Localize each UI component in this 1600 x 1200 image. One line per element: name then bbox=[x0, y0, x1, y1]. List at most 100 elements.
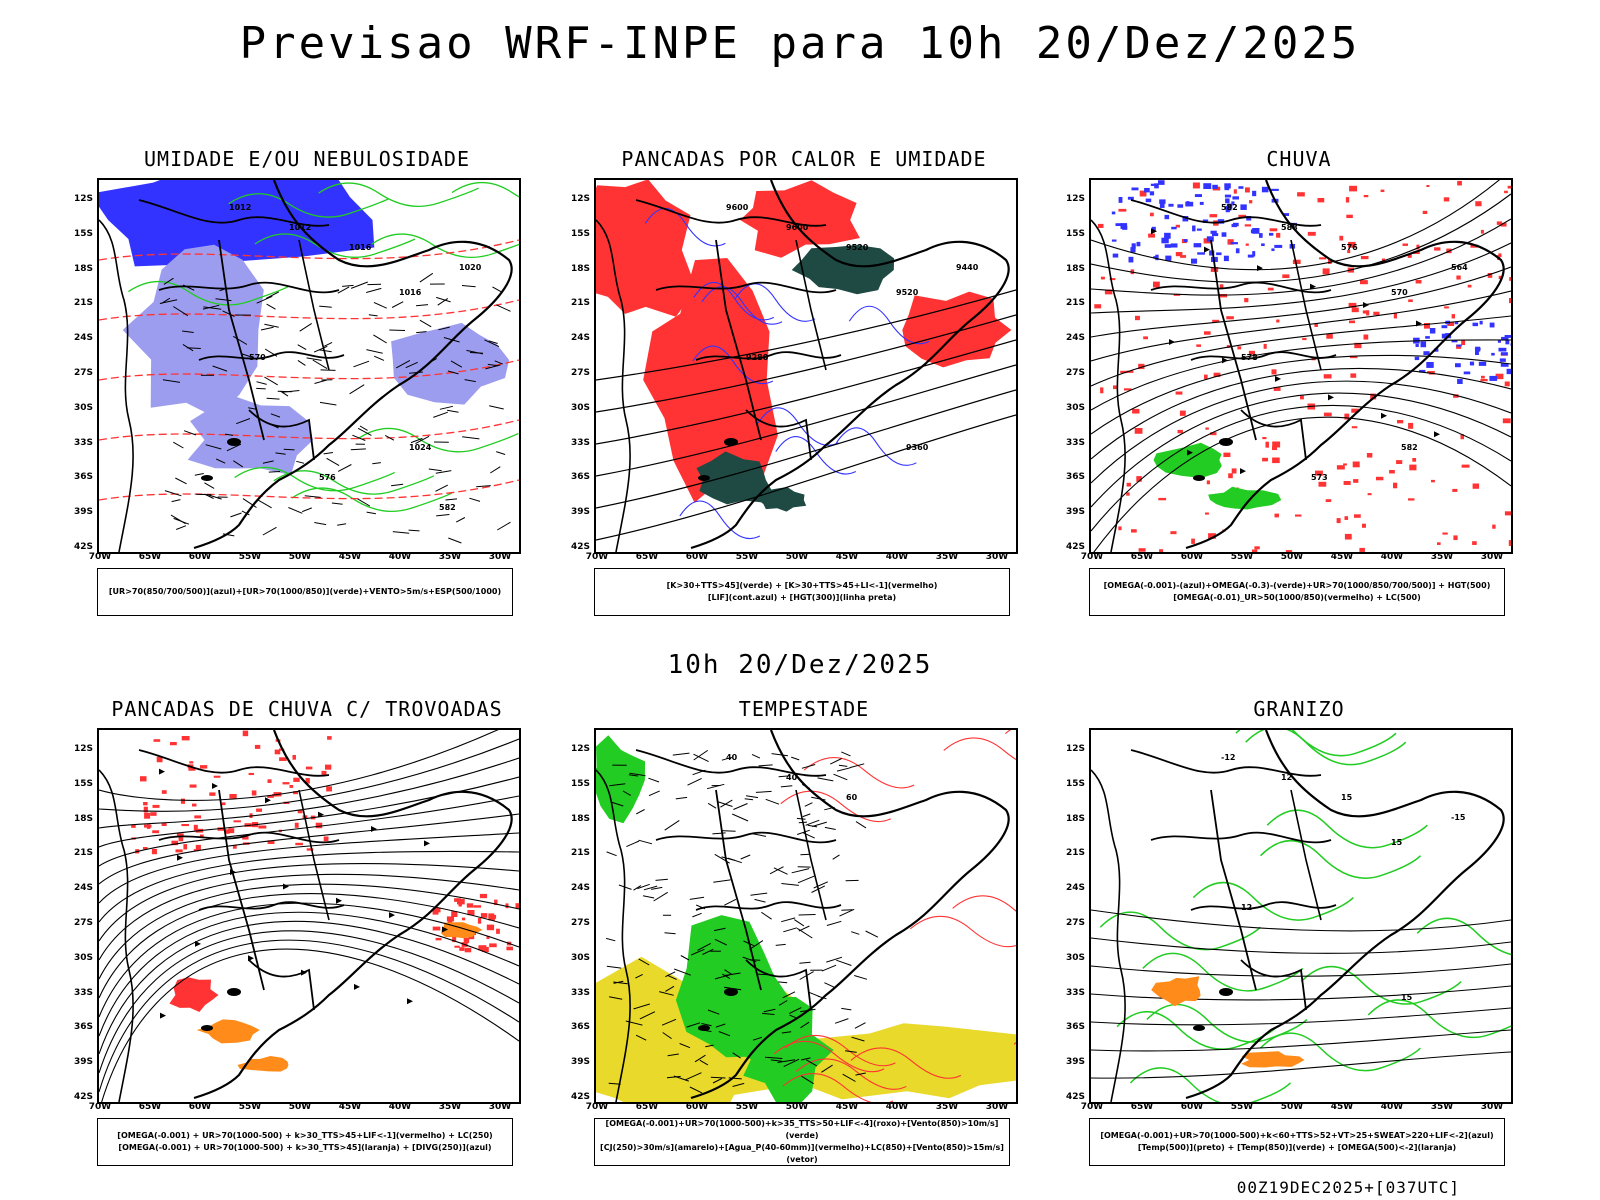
wind-vector bbox=[798, 914, 816, 916]
geopotential-contour bbox=[596, 289, 1016, 381]
wind-vector bbox=[855, 821, 867, 829]
wind-vector bbox=[841, 751, 851, 757]
wind-vector bbox=[256, 295, 273, 304]
state-border bbox=[198, 351, 345, 361]
forecast-map[interactable]: 9600 9600 9520 9520 9440 9360 9280 bbox=[594, 178, 1018, 554]
forecast-map[interactable]: 40 40 60 bbox=[594, 728, 1018, 1104]
storm-orange-area bbox=[237, 1056, 289, 1072]
wind-vector bbox=[763, 1008, 776, 1013]
latitude-label: 24S bbox=[73, 883, 93, 894]
latitude-label: 18S bbox=[570, 263, 590, 274]
longitude-label: 50W bbox=[288, 1102, 312, 1112]
forecast-map[interactable] bbox=[97, 728, 521, 1104]
rain-red-speckle bbox=[1504, 190, 1508, 194]
latitude-label: 18S bbox=[73, 263, 93, 274]
rain-red-speckle bbox=[1362, 523, 1366, 528]
legend-line: [LIF](cont.azul) + [HGT(300)](linha pret… bbox=[707, 593, 897, 602]
rain-blue-speckle bbox=[1230, 242, 1238, 245]
wind-vector bbox=[684, 1072, 702, 1081]
rain-red-speckle bbox=[1158, 497, 1167, 501]
storm-red-speckle bbox=[515, 903, 519, 909]
rain-blue-speckle bbox=[1238, 186, 1244, 189]
wind-vector bbox=[672, 752, 690, 756]
andes-border bbox=[99, 769, 134, 1102]
rain-blue-speckle bbox=[1510, 343, 1511, 346]
flow-arrow bbox=[442, 926, 448, 933]
wind-vector bbox=[773, 867, 788, 875]
legend-box: [OMEGA(-0.001)+UR>70(1000-500)+k<60+TTS>… bbox=[1089, 1118, 1505, 1166]
rain-blue-speckle bbox=[1504, 335, 1511, 338]
temp500-black-contour bbox=[1091, 937, 1511, 954]
longitude-label: 55W bbox=[238, 1102, 262, 1112]
rain-blue-speckle bbox=[1420, 341, 1427, 348]
contour-value-label: 15 bbox=[1401, 993, 1413, 1002]
wind-vector bbox=[629, 772, 646, 777]
storm-red-speckle bbox=[143, 806, 148, 813]
rain-blue-speckle bbox=[1451, 340, 1458, 343]
rain-red-speckle bbox=[1272, 441, 1281, 448]
storm-red-speckle bbox=[274, 749, 281, 755]
rain-red-speckle bbox=[1138, 363, 1145, 370]
wind-vector bbox=[680, 955, 690, 961]
forecast-map[interactable]: 582 588 576 570 564 582 578 573 bbox=[1089, 178, 1513, 554]
water-red-contour bbox=[803, 757, 915, 789]
rain-red-speckle bbox=[1323, 374, 1332, 379]
wind-vector bbox=[337, 464, 352, 472]
rain-red-speckle bbox=[1344, 413, 1350, 420]
humidity-green-contour bbox=[451, 182, 519, 198]
rain-red-speckle bbox=[1504, 511, 1511, 516]
storm-red-speckle bbox=[305, 778, 310, 784]
latitude-label: 27S bbox=[73, 918, 93, 928]
rain-blue-speckle bbox=[1269, 232, 1274, 236]
lake-mark bbox=[724, 438, 738, 446]
storm-red-speckle bbox=[466, 903, 474, 908]
storm-red-speckle bbox=[323, 836, 329, 842]
state-border bbox=[1290, 789, 1322, 921]
rain-red-speckle bbox=[1208, 533, 1216, 539]
wind-vector bbox=[791, 868, 810, 874]
temp500-black-contour bbox=[1091, 909, 1511, 932]
forecast-map[interactable]: -12 12 15 15 -15 15 12 bbox=[1089, 728, 1513, 1104]
wind-vector bbox=[782, 991, 796, 999]
longitude-label: 70W bbox=[88, 1102, 112, 1112]
wind-vector bbox=[349, 384, 365, 395]
wind-vector bbox=[366, 511, 376, 515]
contour-value-label: 570 bbox=[249, 353, 266, 362]
storm-red-speckle bbox=[150, 812, 157, 816]
rain-blue-speckle bbox=[1177, 204, 1184, 208]
latitude-label: 39S bbox=[1065, 1057, 1085, 1068]
rain-red-speckle bbox=[1453, 394, 1459, 398]
rain-red-speckle bbox=[1262, 437, 1267, 440]
wind-vector bbox=[659, 991, 674, 996]
streamline bbox=[1091, 218, 1511, 296]
page-title: Previsao WRF-INPE para 10h 20/Dez/2025 bbox=[239, 18, 1361, 69]
panel-title: PANCADAS POR CALOR E UMIDADE bbox=[621, 147, 987, 171]
rain-red-speckle bbox=[1344, 516, 1349, 520]
rain-red-speckle bbox=[1487, 273, 1493, 278]
wind-vector bbox=[635, 973, 643, 979]
rain-blue-speckle bbox=[1212, 233, 1219, 237]
rain-red-speckle bbox=[1132, 408, 1140, 414]
wind-vector bbox=[182, 330, 194, 333]
rain-blue-speckle bbox=[1159, 202, 1165, 208]
temp500-black-contour bbox=[1091, 985, 1511, 1001]
thickness-red-dashed bbox=[99, 299, 519, 321]
storm-red-speckle bbox=[143, 802, 148, 806]
rain-red-speckle bbox=[1362, 310, 1369, 314]
wind-vector bbox=[851, 1036, 865, 1042]
omega-orange-area bbox=[1151, 976, 1201, 1007]
lifted-index-contour bbox=[692, 345, 774, 385]
forecast-map[interactable]: 1012 1012 1016 1016 1020 1024 570 576 582 bbox=[97, 178, 521, 554]
rain-blue-speckle bbox=[1199, 201, 1204, 205]
contour-value-label: 9600 bbox=[726, 203, 749, 212]
legend-box: [OMEGA(-0.001)-(azul)+OMEGA(-0.3)-(verde… bbox=[1089, 568, 1505, 616]
longitude-label: 60W bbox=[188, 552, 212, 562]
rain-red-speckle bbox=[1175, 391, 1183, 395]
rain-red-speckle bbox=[1206, 480, 1210, 485]
lake-mark bbox=[227, 438, 241, 446]
rain-blue-speckle bbox=[1183, 239, 1188, 243]
rain-red-speckle bbox=[1412, 458, 1417, 462]
rain-blue-speckle bbox=[1225, 206, 1232, 211]
wind-vector bbox=[320, 369, 336, 371]
wind-vector bbox=[749, 940, 764, 950]
